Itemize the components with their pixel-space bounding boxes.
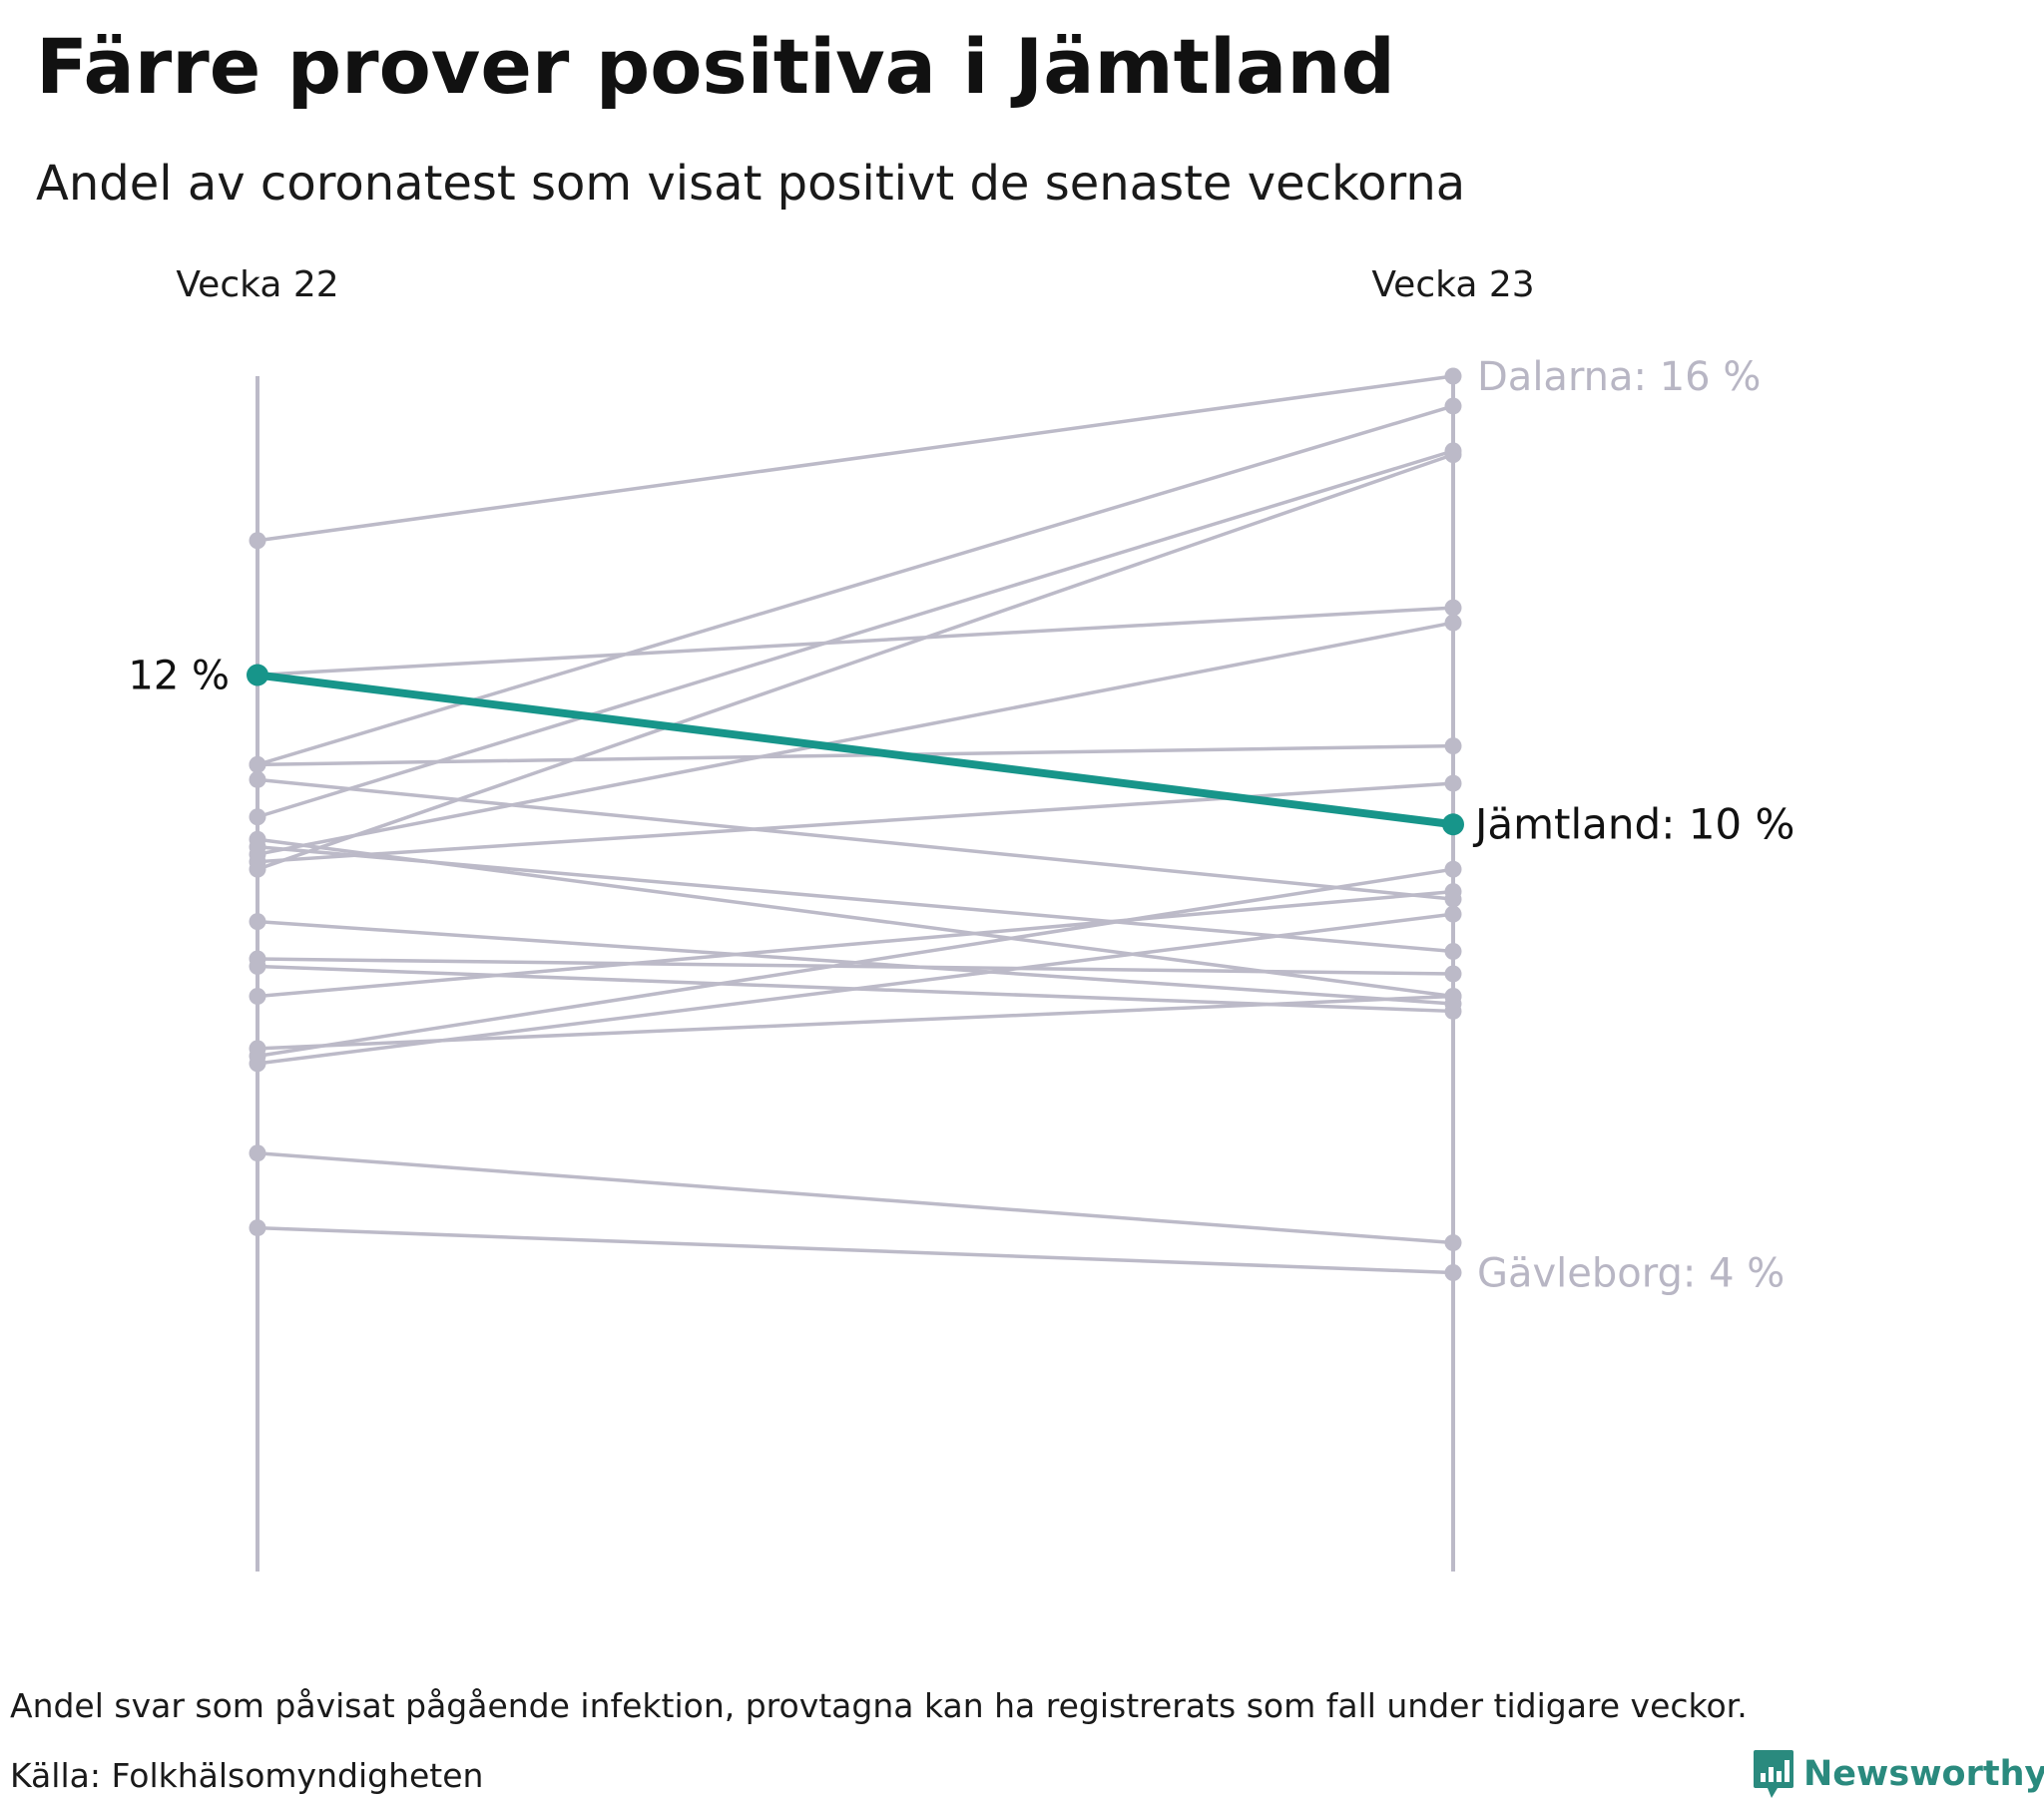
series-point-end-15 xyxy=(1444,883,1462,901)
series-point-end-16 xyxy=(1444,905,1462,923)
highlight-point-end xyxy=(1442,813,1464,836)
series-point-start-11 xyxy=(249,913,266,931)
series-line-2 xyxy=(256,449,1454,819)
chart-title: Färre prover positiva i Jämtland xyxy=(36,22,1395,111)
footnote: Andel svar som påvisat pågående infektio… xyxy=(10,1686,1748,1725)
highlight-start-label: 12 % xyxy=(128,654,230,699)
series-point-start-15 xyxy=(249,987,266,1005)
series-point-end-3 xyxy=(1444,446,1462,464)
series-point-start-16 xyxy=(249,1055,266,1073)
series-line-18 xyxy=(256,1150,1454,1245)
series-point-end-7 xyxy=(1444,774,1462,792)
series-point-start-17 xyxy=(249,1040,266,1058)
series-line-8 xyxy=(256,777,1454,901)
category-label-vecka-22: Vecka 22 xyxy=(176,264,338,305)
series-layer xyxy=(249,367,1462,1281)
series-line-19 xyxy=(256,1225,1454,1275)
highlight-layer xyxy=(247,664,1464,836)
highlight-point-start xyxy=(247,664,268,686)
category-label-vecka-23: Vecka 23 xyxy=(1371,264,1534,305)
series-point-end-9 xyxy=(1444,943,1462,961)
series-line-6 xyxy=(256,743,1454,767)
chart-subtitle: Andel av coronatest som visat positivt d… xyxy=(36,156,1466,212)
series-line-0 xyxy=(256,374,1454,543)
annotation-label-dalarna: Dalarna: 16 % xyxy=(1477,354,1761,400)
series-point-start-2 xyxy=(249,808,266,826)
series-point-end-5 xyxy=(1444,614,1462,632)
series-point-start-18 xyxy=(249,1144,266,1162)
highlight-line-jamtland xyxy=(256,671,1454,829)
series-line-4 xyxy=(256,606,1454,677)
newsworthy-logo-icon xyxy=(1754,1750,1793,1798)
slope-chart: Vecka 22 Vecka 23 12 % Jämtland: 10 % Dala… xyxy=(128,264,1794,1572)
series-point-start-7 xyxy=(249,853,266,871)
label-layer: 12 % Jämtland: 10 % Dalarna: 16 % Gävleborg… xyxy=(128,354,1794,1297)
newsworthy-logo: Newsworthy xyxy=(1752,1748,2044,1800)
series-point-start-10 xyxy=(249,830,266,848)
series-point-start-8 xyxy=(249,770,266,788)
brand-name: Newsworthy xyxy=(1803,1754,2044,1794)
annotation-label-g-vleborg: Gävleborg: 4 % xyxy=(1477,1251,1785,1297)
series-point-end-1 xyxy=(1444,397,1462,415)
series-line-12 xyxy=(256,957,1454,976)
series-point-end-0 xyxy=(1444,367,1462,385)
series-point-end-19 xyxy=(1444,1264,1462,1281)
series-line-14 xyxy=(256,867,1454,1059)
series-point-end-6 xyxy=(1444,737,1462,755)
series-point-end-18 xyxy=(1444,1234,1462,1252)
series-point-start-6 xyxy=(249,755,266,773)
series-point-end-17 xyxy=(1444,987,1462,1005)
series-line-7 xyxy=(256,781,1454,864)
series-line-1 xyxy=(256,404,1454,767)
series-point-end-4 xyxy=(1444,599,1462,617)
series-point-end-13 xyxy=(1444,1002,1462,1020)
series-point-start-19 xyxy=(249,1219,266,1237)
series-line-17 xyxy=(256,994,1454,1051)
series-point-end-14 xyxy=(1444,860,1462,878)
source-note: Källa: Folkhälsomyndigheten xyxy=(10,1756,484,1795)
highlight-end-label: Jämtland: 10 % xyxy=(1472,799,1794,848)
series-line-5 xyxy=(256,621,1454,856)
series-point-end-12 xyxy=(1444,965,1462,983)
series-point-start-13 xyxy=(249,958,266,976)
series-point-start-0 xyxy=(249,532,266,550)
series-line-15 xyxy=(256,889,1454,999)
